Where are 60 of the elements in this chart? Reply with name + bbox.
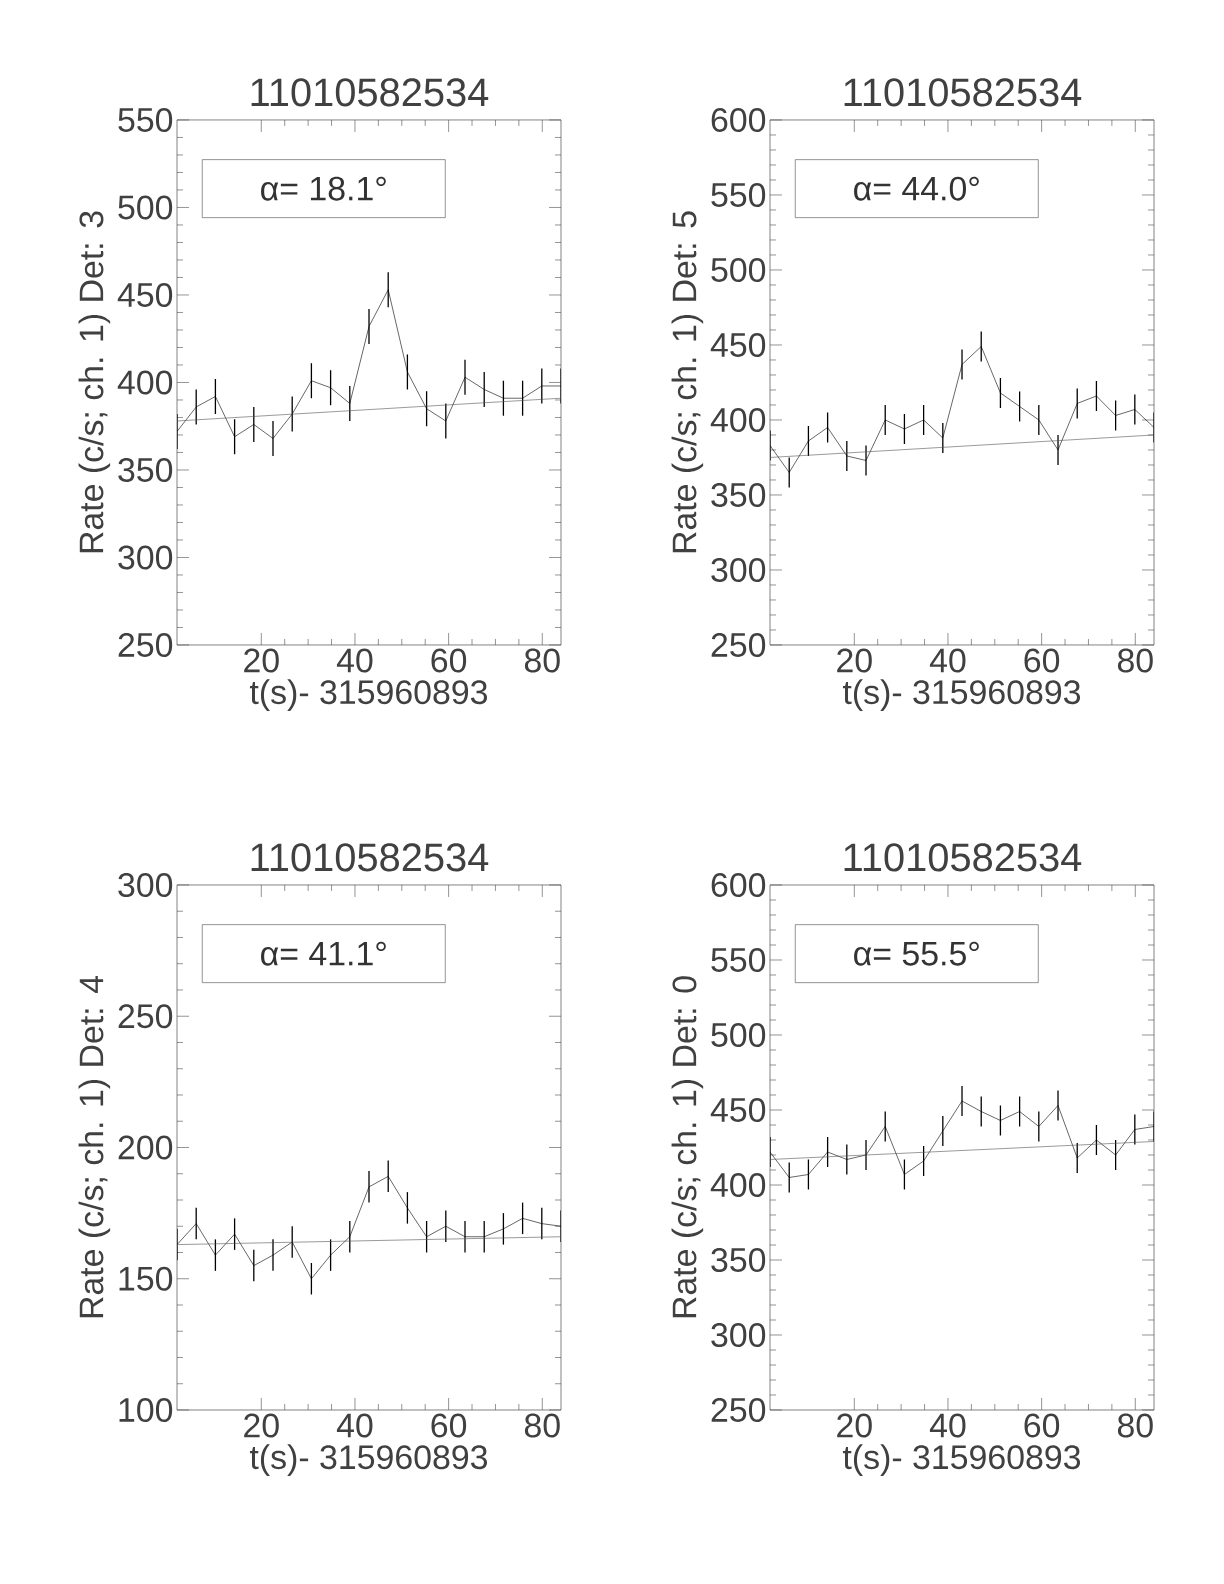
y-tick-label: 300 (711, 557, 766, 582)
y-tick-label: 250 (118, 632, 173, 657)
y-tick-label: 600 (711, 872, 766, 897)
y-tick-label: 200 (118, 1135, 173, 1160)
y-axis-title: Rate (c/s; ch. 1) Det: 3 (78, 211, 111, 553)
x-tick-label: 80 (1117, 1413, 1153, 1438)
y-axis-title: Rate (c/s; ch. 1) Det: 4 (78, 975, 111, 1318)
y-axis-title: Rate (c/s; ch. 1) Det: 5 (671, 211, 704, 553)
y-axis-title: Rate (c/s; ch. 1) Det: 0 (671, 976, 704, 1318)
x-tick-label: 20 (837, 648, 872, 673)
x-tick-label: 60 (1024, 648, 1060, 673)
y-tick-label: 300 (118, 545, 173, 570)
y-tick-label: 500 (118, 195, 173, 220)
x-tick-label: 20 (837, 1413, 872, 1438)
y-tick-label: 500 (711, 257, 766, 282)
x-axis-title: t(s)- 315960893 (842, 1444, 1081, 1476)
y-tick-label: 350 (118, 457, 173, 482)
y-tick-label: 250 (711, 1398, 766, 1422)
y-tick-label: 600 (711, 107, 766, 132)
annotation: α= 44.0° (854, 176, 979, 201)
y-tick-label: 500 (711, 1022, 766, 1047)
y-tick-label: 150 (119, 1266, 173, 1291)
y-tick-label: 550 (711, 947, 766, 972)
y-tick-label: 450 (117, 282, 173, 307)
y-tick-label: 450 (710, 1097, 766, 1122)
chart-title: 11010582534 (251, 843, 489, 872)
y-tick-label: 450 (710, 332, 766, 357)
x-tick-label: 80 (524, 1413, 560, 1438)
x-tick-label: 40 (929, 1413, 966, 1438)
y-tick-label: 250 (118, 1004, 173, 1029)
chart-title: 11010582534 (844, 843, 1082, 872)
y-tick-label: 250 (711, 632, 766, 657)
y-tick-label: 100 (119, 1398, 173, 1422)
x-tick-label: 40 (336, 648, 373, 673)
chart-title: 11010582534 (251, 78, 489, 107)
y-tick-label: 300 (118, 872, 173, 897)
x-tick-label: 60 (431, 648, 467, 673)
y-tick-label: 550 (118, 107, 173, 132)
y-tick-label: 350 (711, 1248, 766, 1272)
x-tick-label: 60 (1024, 1413, 1060, 1438)
x-tick-label: 60 (431, 1413, 467, 1438)
annotation: α= 41.1° (261, 941, 386, 966)
y-tick-label: 400 (710, 1172, 766, 1197)
x-tick-label: 20 (244, 648, 279, 673)
annotation: α= 18.1° (261, 176, 386, 201)
y-tick-label: 300 (711, 1323, 766, 1347)
y-tick-label: 400 (710, 407, 766, 432)
x-tick-label: 40 (929, 648, 966, 673)
x-axis-title: t(s)- 315960893 (842, 679, 1081, 711)
x-tick-label: 80 (1117, 648, 1153, 673)
y-tick-label: 400 (117, 370, 173, 395)
annotation: α= 55.5° (854, 941, 979, 966)
y-tick-label: 350 (711, 482, 766, 507)
x-axis-title: t(s)- 315960893 (249, 679, 488, 711)
x-tick-label: 20 (244, 1413, 279, 1438)
x-tick-label: 40 (336, 1413, 373, 1438)
x-tick-label: 80 (524, 648, 560, 673)
y-tick-label: 550 (711, 182, 766, 207)
chart-title: 11010582534 (844, 78, 1082, 107)
x-axis-title: t(s)- 315960893 (249, 1444, 488, 1476)
